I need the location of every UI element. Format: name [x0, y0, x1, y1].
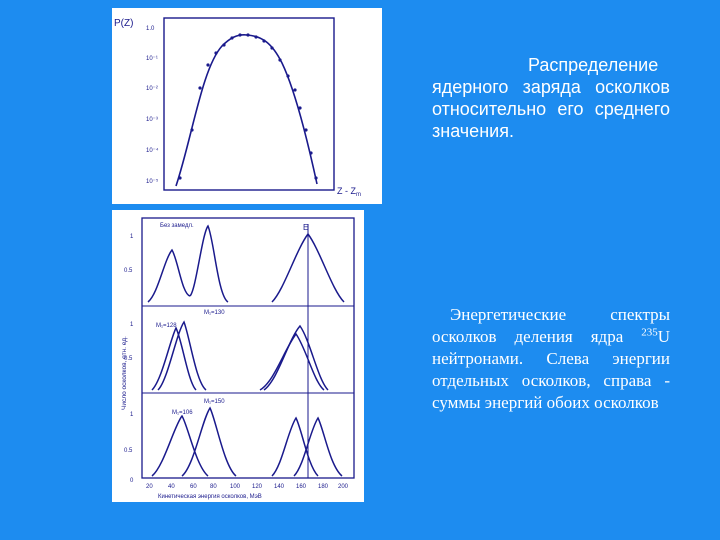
y-tick-label: 0.5: [124, 268, 133, 274]
y-tick-label: 1: [130, 234, 134, 240]
distribution-curve: [175, 34, 318, 187]
row2-sum-peak-b: [259, 332, 325, 391]
x-tick-label: 100: [230, 484, 241, 490]
x-axis-label: Z - Zm: [337, 186, 361, 198]
y-tick-label: 10⁻¹: [146, 56, 158, 62]
row-label: M₁=150: [204, 399, 225, 405]
x-tick-label: 160: [296, 484, 307, 490]
x-tick-label: 40: [168, 484, 175, 490]
y-tick-labels: 1.0 10⁻¹ 10⁻² 10⁻³ 10⁻⁴ 10⁻⁵: [146, 26, 159, 185]
energy-spectra-caption: Энергетические спектры осколков деления …: [432, 304, 670, 414]
y-tick-label: 1.0: [146, 26, 155, 32]
charge-distribution-figure: P(Z) 1.0 10⁻¹ 10⁻² 10⁻³ 10⁻⁴ 10⁻⁵ Z - Zm: [112, 8, 382, 204]
x-axis-label: Кинетическая энергия осколков, МэВ: [158, 494, 262, 500]
row1-heavy-fragment-peak: [189, 224, 229, 303]
x-tick-label: 60: [190, 484, 197, 490]
y-axis-label: P(Z): [114, 18, 133, 29]
y-tick-label: 10⁻²: [146, 86, 158, 92]
spectra-curves: [147, 224, 345, 477]
row-labels: Без замедл. M₁=130 M₁=128 M₁=150 M₁=106: [156, 223, 225, 416]
plot-frame: [141, 217, 355, 479]
row1-light-fragment-peak: [147, 248, 191, 303]
plot-frame: [163, 17, 335, 191]
x-tick-label: 20: [146, 484, 153, 490]
row3-sum-peak-a: [271, 416, 319, 477]
isotope-mass-number: 235: [641, 326, 658, 339]
y-tick-label: 0.5: [124, 356, 133, 362]
y-tick-label: 10⁻⁵: [146, 178, 159, 185]
y-tick-label: 10⁻⁴: [146, 147, 159, 154]
charge-distribution-plot: P(Z) 1.0 10⁻¹ 10⁻² 10⁻³ 10⁻⁴ 10⁻⁵ Z - Zm: [114, 17, 361, 198]
row-label: Без замедл.: [160, 223, 194, 229]
row3-heavy-peak: [181, 406, 237, 477]
y-tick-label: 0: [130, 478, 134, 484]
y-axis-label: Число осколков, отн. ед.: [121, 336, 128, 410]
caption-text-after: нейтронами. Слева энергии отдельных оско…: [432, 349, 670, 412]
row-label: M₁=130: [204, 310, 225, 316]
y-tick-labels: 1 0.5 1 0.5 1 0.5 0: [124, 234, 134, 484]
caption-text: Распределение ядерного заряда осколков о…: [432, 55, 670, 141]
x-tick-label: 200: [338, 484, 349, 490]
row2-peak-a: [151, 326, 197, 391]
energy-spectra-plot: E 1 0.5 1 0.5 1 0.5 0 Число осколков, от…: [121, 217, 355, 500]
row-label: M₁=128: [156, 323, 177, 329]
y-tick-label: 0.5: [124, 448, 133, 454]
x-tick-label: 120: [252, 484, 263, 490]
x-tick-labels: 20 40 60 80 100 120 140 160 180 200: [146, 484, 349, 490]
x-tick-label: 180: [318, 484, 329, 490]
energy-spectra-figure: E 1 0.5 1 0.5 1 0.5 0 Число осколков, от…: [112, 210, 364, 502]
row2-sum-peak-a: [263, 324, 329, 391]
caption-paragraph: Энергетические спектры осколков деления …: [432, 304, 670, 414]
row3-light-peak: [151, 414, 209, 477]
y-tick-label: 1: [130, 322, 134, 328]
row2-peak-b: [157, 320, 207, 391]
caption-text-before: Энергетические спектры осколков деления …: [432, 305, 670, 346]
x-tick-label: 80: [210, 484, 217, 490]
charge-distribution-caption: Распределение ядерного заряда осколков о…: [432, 54, 670, 142]
y-tick-label: 10⁻³: [146, 117, 158, 123]
y-tick-label: 1: [130, 412, 134, 418]
row-label: M₁=106: [172, 410, 193, 416]
x-tick-label: 140: [274, 484, 285, 490]
isotope-symbol: U: [657, 327, 670, 346]
row1-sum-peak: [271, 232, 345, 303]
data-points: [178, 33, 318, 180]
row3-sum-peak-b: [293, 416, 343, 477]
marker-label: E: [303, 223, 308, 232]
